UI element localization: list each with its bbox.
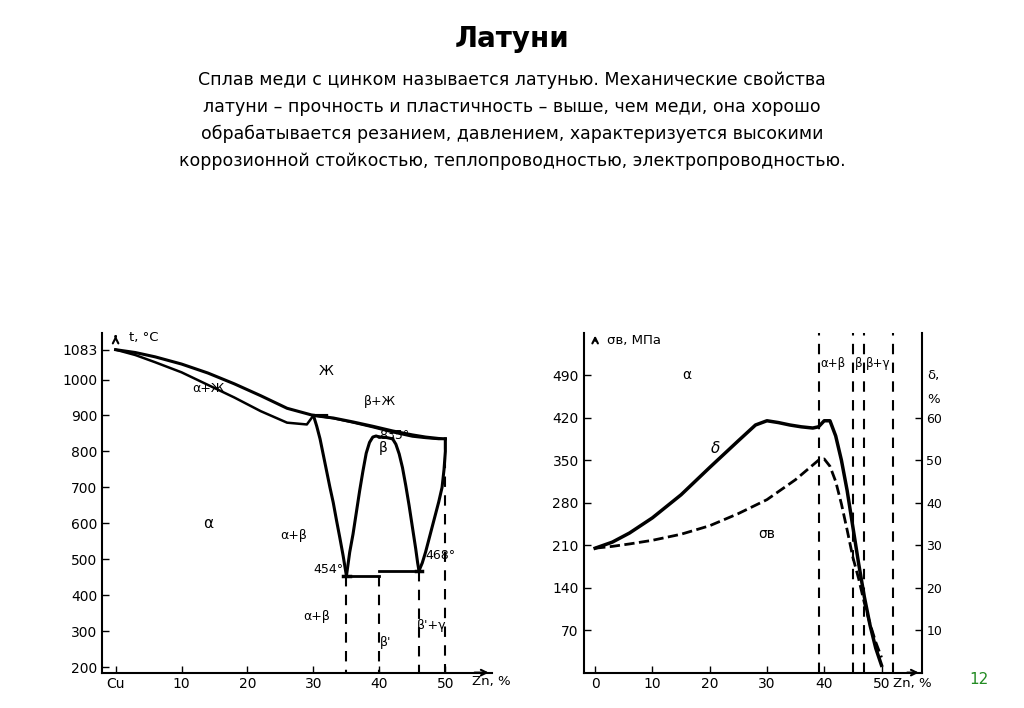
Text: t, °C: t, °C xyxy=(129,331,159,343)
Text: Zn, %: Zn, % xyxy=(472,675,510,688)
Text: 454°: 454° xyxy=(313,563,344,576)
Text: Zn, %: Zn, % xyxy=(893,678,932,690)
Text: Ж: Ж xyxy=(319,363,334,377)
Text: α+β: α+β xyxy=(820,357,846,370)
Text: β+Ж: β+Ж xyxy=(364,394,395,408)
Text: σв, МПа: σв, МПа xyxy=(606,333,660,346)
Text: β: β xyxy=(855,357,862,370)
Text: α+Ж: α+Ж xyxy=(191,382,224,395)
Text: σв: σв xyxy=(759,527,775,541)
Text: δ,: δ, xyxy=(928,369,940,382)
Text: α+β: α+β xyxy=(281,530,307,542)
Text: 835°: 835° xyxy=(380,429,410,442)
Text: α+β: α+β xyxy=(303,610,330,623)
Text: α: α xyxy=(203,516,213,531)
Text: β: β xyxy=(378,441,387,455)
Text: коррозионной стойкостью, теплопроводностью, электропроводностью.: коррозионной стойкостью, теплопроводност… xyxy=(178,152,846,169)
Text: обрабатывается резанием, давлением, характеризуется высокими: обрабатывается резанием, давлением, хара… xyxy=(201,125,823,143)
Text: латуни – прочность и пластичность – выше, чем меди, она хорошо: латуни – прочность и пластичность – выше… xyxy=(203,98,821,115)
Text: α: α xyxy=(682,368,691,382)
Text: 12: 12 xyxy=(969,672,988,687)
Text: Сплав меди с цинком называется латунью. Механические свойства: Сплав меди с цинком называется латунью. … xyxy=(198,71,826,88)
Text: %: % xyxy=(928,393,940,406)
Text: β': β' xyxy=(380,636,392,649)
Text: β'+γ: β'+γ xyxy=(418,620,446,632)
Text: 468°: 468° xyxy=(426,549,456,562)
Text: Латуни: Латуни xyxy=(455,25,569,53)
Text: β+γ: β+γ xyxy=(866,357,891,370)
Text: δ: δ xyxy=(711,440,720,455)
